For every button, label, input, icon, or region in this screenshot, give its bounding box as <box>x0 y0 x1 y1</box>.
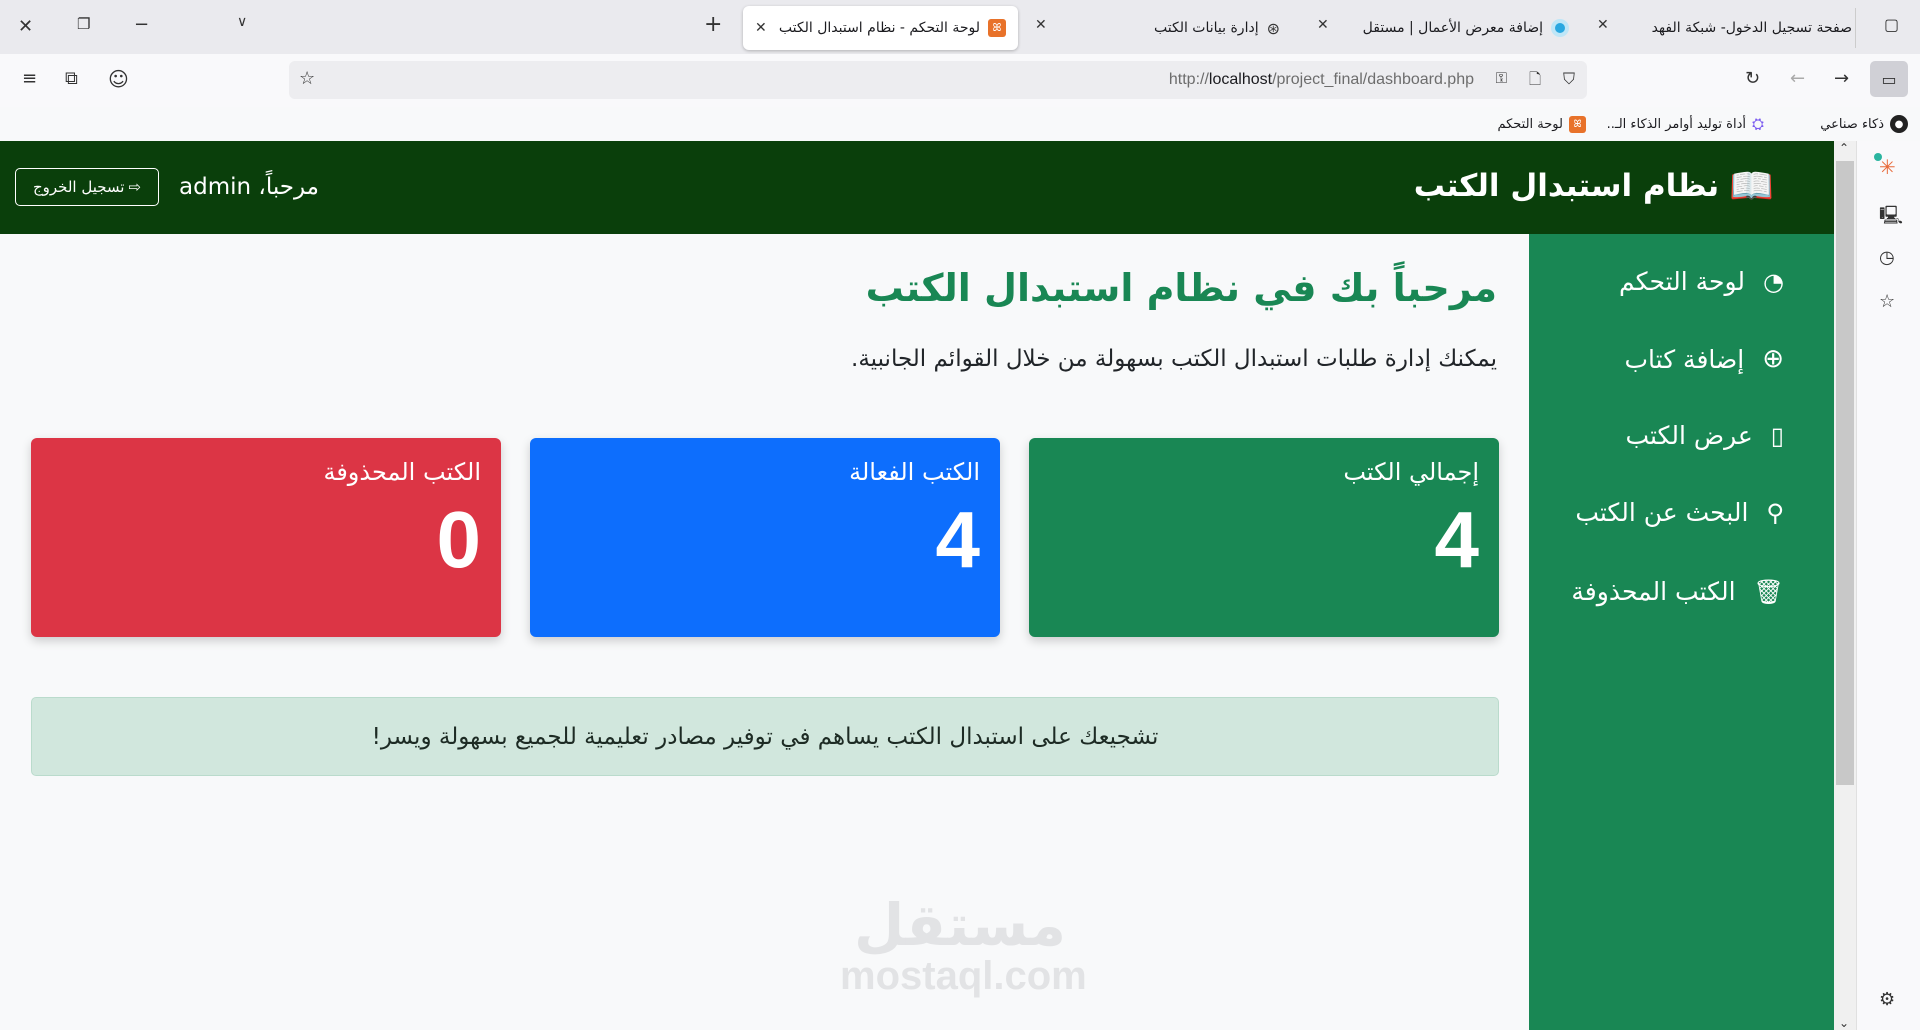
bookmarks-star-icon[interactable]: ☆ <box>1879 291 1896 312</box>
url-bar[interactable]: ☆ http://localhost/project_final/dashboa… <box>289 61 1587 99</box>
card-deleted-books: الكتب المحذوفة 0 <box>31 438 501 637</box>
key-icon[interactable]: ⚿ <box>1495 69 1507 87</box>
close-tab-icon[interactable]: ✕ <box>1317 17 1329 33</box>
app-header: 📖 نظام استبدال الكتب مرحباً، admin ⇨ تسج… <box>0 141 1834 234</box>
back-arrow-icon[interactable]: ← <box>1790 68 1806 89</box>
url-text[interactable]: http://localhost/project_final/dashboard… <box>1168 71 1474 88</box>
welcome-text: مرحباً، admin <box>179 174 319 200</box>
divider <box>1855 8 1856 48</box>
page-subtitle: يمكنك إدارة طلبات استبدال الكتب بسهولة م… <box>851 346 1497 372</box>
nav-toolbar: ≡ ⧉ ☺ ☆ http://localhost/project_final/d… <box>0 54 1920 107</box>
watermark-logo: مستقل mostaql.com <box>840 891 1087 998</box>
sidebar-item-deleted-books[interactable]: 🗑 الكتب المحذوفة <box>1571 577 1784 606</box>
sidebar-item-add-book[interactable]: ⊕ إضافة كتاب <box>1624 344 1785 374</box>
brand[interactable]: 📖 نظام استبدال الكتب <box>1413 166 1774 207</box>
xampp-icon: ꕤ <box>988 19 1006 37</box>
extensions-icon[interactable]: ⧉ <box>65 68 78 89</box>
status-dot <box>1874 153 1882 161</box>
ai-chatbot-icon[interactable]: ✳ <box>1879 155 1896 179</box>
sidebar-item-search-books[interactable]: ⚲ البحث عن الكتب <box>1575 498 1784 527</box>
tab-books-data[interactable]: ⊛ إدارة بيانات الكتب <box>1153 18 1280 38</box>
minimize-window-icon[interactable]: − <box>134 14 150 35</box>
scrollbar[interactable]: ⌃ ⌄ <box>1834 141 1856 1030</box>
tab-mostaql[interactable]: إضافة معرض الأعمال | مستقل <box>1363 6 1569 50</box>
logout-button[interactable]: ⇨ تسجيل الخروج <box>15 168 159 206</box>
sidebar: ◔ لوحة التحكم ⊕ إضافة كتاب ▯ عرض الكتب ⚲ الب… <box>1529 234 1834 1030</box>
browser-sidebar: ✳ 🖳 ◷ ☆ ⚙ <box>1856 141 1920 1030</box>
ai-icon: ⛭ <box>1751 115 1764 133</box>
forward-arrow-icon[interactable]: → <box>1834 68 1850 89</box>
account-icon[interactable]: ☺ <box>108 67 129 91</box>
box-arrow-right-icon: ⇨ <box>128 178 142 196</box>
shield-icon[interactable]: ⛉ <box>1562 69 1575 88</box>
bookmark-dashboard[interactable]: ꕤ لوحة التحكم <box>1497 107 1586 141</box>
tab-overview-icon[interactable]: ▢ <box>1884 15 1900 34</box>
mostaql-icon <box>1551 19 1569 37</box>
menu-icon[interactable]: ≡ <box>22 68 38 89</box>
xampp-icon: ꕤ <box>1569 115 1586 133</box>
plus-circle-icon: ⊕ <box>1762 344 1784 374</box>
speedometer-icon: ◔ <box>1763 267 1784 296</box>
openai-icon: ⊛ <box>1266 18 1280 38</box>
tab-list-chevron-down-icon[interactable]: ∨ <box>237 14 248 30</box>
robot-icon: ● <box>1890 115 1908 133</box>
info-alert: تشجيعك على استبدال الكتب يساهم في توفير … <box>31 697 1499 776</box>
tab-login[interactable]: صفحة تسجيل الدخول- شبكة الفهد <box>1651 20 1852 36</box>
card-active-books: الكتب الفعالة 4 <box>530 438 1000 637</box>
settings-gear-icon[interactable]: ⚙ <box>1879 989 1896 1010</box>
book-open-icon: 📖 <box>1729 166 1774 207</box>
card-total-books: إجمالي الكتب 4 <box>1029 438 1499 637</box>
tab-bar: ✕ ❐ − ∨ + ꕤ لوحة التحكم - نظام استبدال ا… <box>0 0 1920 54</box>
reload-icon[interactable]: ↻ <box>1745 68 1761 89</box>
page-icon[interactable]: 🗋 <box>1528 70 1541 88</box>
close-tab-icon[interactable]: ✕ <box>1597 17 1609 33</box>
sidebar-toggle-icon[interactable]: ▭ <box>1870 61 1908 97</box>
sidebar-item-dashboard[interactable]: ◔ لوحة التحكم <box>1619 267 1784 296</box>
trash-icon: 🗑 <box>1753 577 1784 606</box>
search-icon: ⚲ <box>1766 498 1784 527</box>
scroll-up-icon[interactable]: ⌃ <box>1839 141 1850 155</box>
scrollbar-thumb[interactable] <box>1836 161 1854 785</box>
restore-window-icon[interactable]: ❐ <box>77 15 91 33</box>
synced-tabs-icon[interactable]: 🖳 <box>1879 205 1904 226</box>
journal-bookmark-icon: ▯ <box>1770 421 1784 450</box>
close-tab-icon[interactable]: ✕ <box>1035 17 1047 33</box>
bookmark-ai[interactable]: ● ذكاء صناعي <box>1820 107 1908 141</box>
bookmark-ai-prompt-tool[interactable]: ⛭ أداة توليد أوامر الذكاء الـ.. <box>1606 115 1764 133</box>
new-tab-plus-icon[interactable]: + <box>704 12 723 37</box>
bookmark-star-icon[interactable]: ☆ <box>299 68 316 89</box>
page-title: مرحباً بك في نظام استبدال الكتب <box>865 266 1497 310</box>
scroll-down-icon[interactable]: ⌄ <box>1839 1016 1850 1030</box>
close-tab-icon[interactable]: ✕ <box>755 20 767 36</box>
history-clock-icon[interactable]: ◷ <box>1879 247 1895 268</box>
sidebar-item-view-books[interactable]: ▯ عرض الكتب <box>1625 421 1784 450</box>
close-window-icon[interactable]: ✕ <box>18 16 34 37</box>
tab-dashboard[interactable]: ꕤ لوحة التحكم - نظام استبدال الكتب ✕ <box>743 6 1018 50</box>
